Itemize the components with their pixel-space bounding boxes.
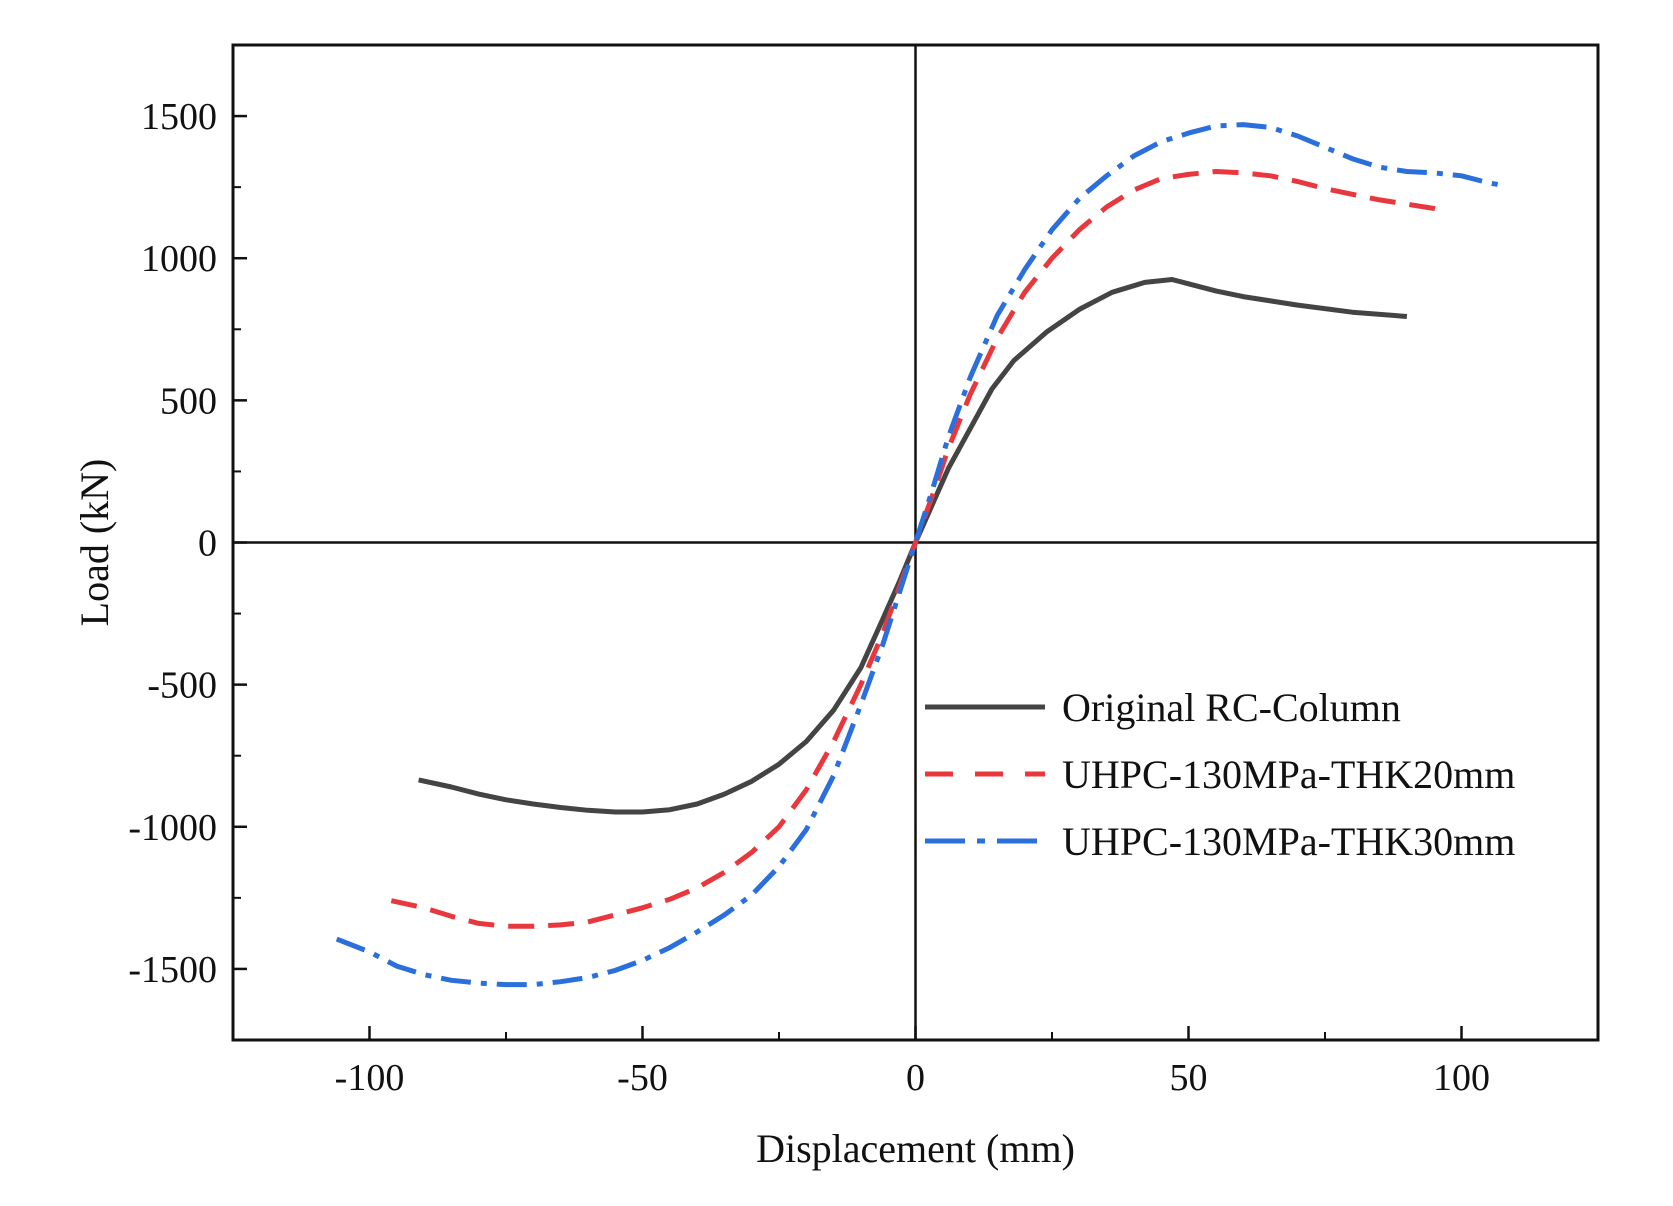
y-axis: -1500 -1000 -500 0 500 1000 1500 xyxy=(128,44,247,1041)
x-tick-label: 100 xyxy=(1433,1057,1490,1099)
series-line-3 xyxy=(335,122,1506,988)
y-tick-label: 500 xyxy=(160,380,217,422)
legend-label-2: UHPC-130MPa-THK20mm xyxy=(1062,752,1515,797)
series-group xyxy=(335,122,1506,988)
series-line-2 xyxy=(390,169,1446,929)
legend: Original RC-Column UHPC-130MPa-THK20mm UHP… xyxy=(925,685,1515,864)
series-line-1 xyxy=(418,277,1408,815)
x-tick-label: -50 xyxy=(617,1057,668,1099)
x-axis-title: Displacement (mm) xyxy=(756,1126,1075,1171)
y-axis-title: Load (kN) xyxy=(72,459,117,627)
y-tick-label: -1000 xyxy=(128,807,217,849)
y-tick-label: 1500 xyxy=(141,96,217,138)
x-axis: -100 -50 0 50 100 xyxy=(335,1026,1490,1099)
y-tick-label: 1000 xyxy=(141,238,217,280)
legend-label-1: Original RC-Column xyxy=(1062,685,1401,730)
y-tick-label: -500 xyxy=(147,665,217,707)
y-tick-label: -1500 xyxy=(128,949,217,991)
legend-label-3: UHPC-130MPa-THK30mm xyxy=(1062,819,1515,864)
x-tick-label: 0 xyxy=(906,1057,925,1099)
x-tick-label: 50 xyxy=(1170,1057,1208,1099)
y-tick-label: 0 xyxy=(198,523,217,565)
x-tick-label: -100 xyxy=(335,1057,405,1099)
